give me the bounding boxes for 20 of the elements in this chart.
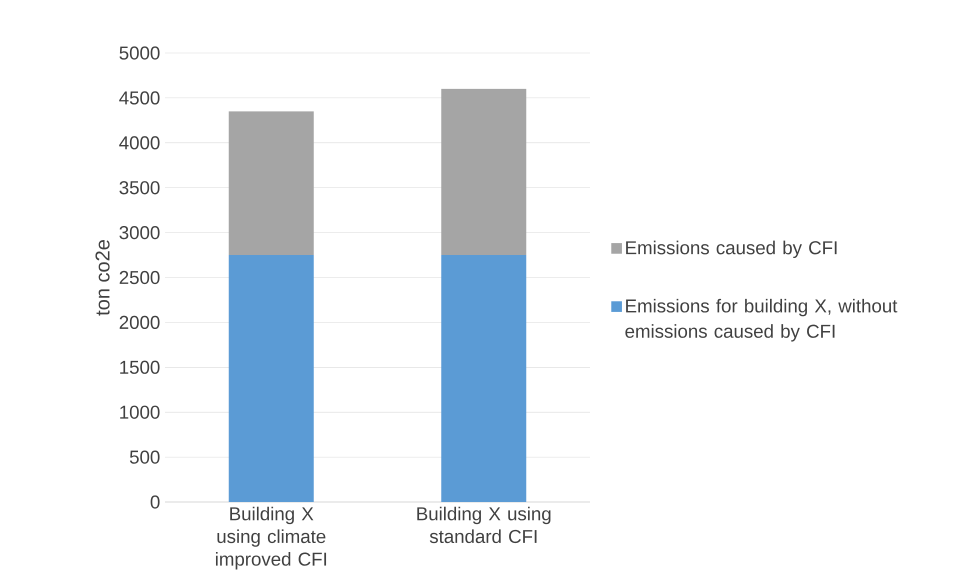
bar (441, 255, 526, 502)
bar (228, 111, 314, 256)
y-tick-label: 4000 (119, 136, 160, 150)
y-tick-label: 1000 (120, 406, 160, 419)
x-tick-label: Building X using standard CFI (417, 506, 550, 544)
legend-label: Emissions for building X, without emissions caused by CFI (625, 298, 898, 342)
y-tick-label: 3500 (119, 181, 160, 194)
y-tick-label: 3000 (119, 226, 160, 240)
bar (441, 88, 526, 256)
y-tick-label: 2500 (120, 270, 160, 284)
y-tick-label: 500 (130, 450, 160, 464)
y-tick-label: 5000 (120, 46, 160, 60)
y-tick-label: 1500 (120, 360, 160, 374)
y-tick-label: 4500 (119, 91, 160, 105)
x-tick-label: Building X using climate improved CFI (216, 506, 326, 570)
y-tick-label: 2000 (120, 316, 160, 330)
y-tick-label: 0 (150, 495, 160, 509)
bar (228, 255, 314, 502)
legend-label: Emissions caused by CFI (626, 240, 837, 258)
y-axis-title: ton co2e (95, 240, 110, 316)
